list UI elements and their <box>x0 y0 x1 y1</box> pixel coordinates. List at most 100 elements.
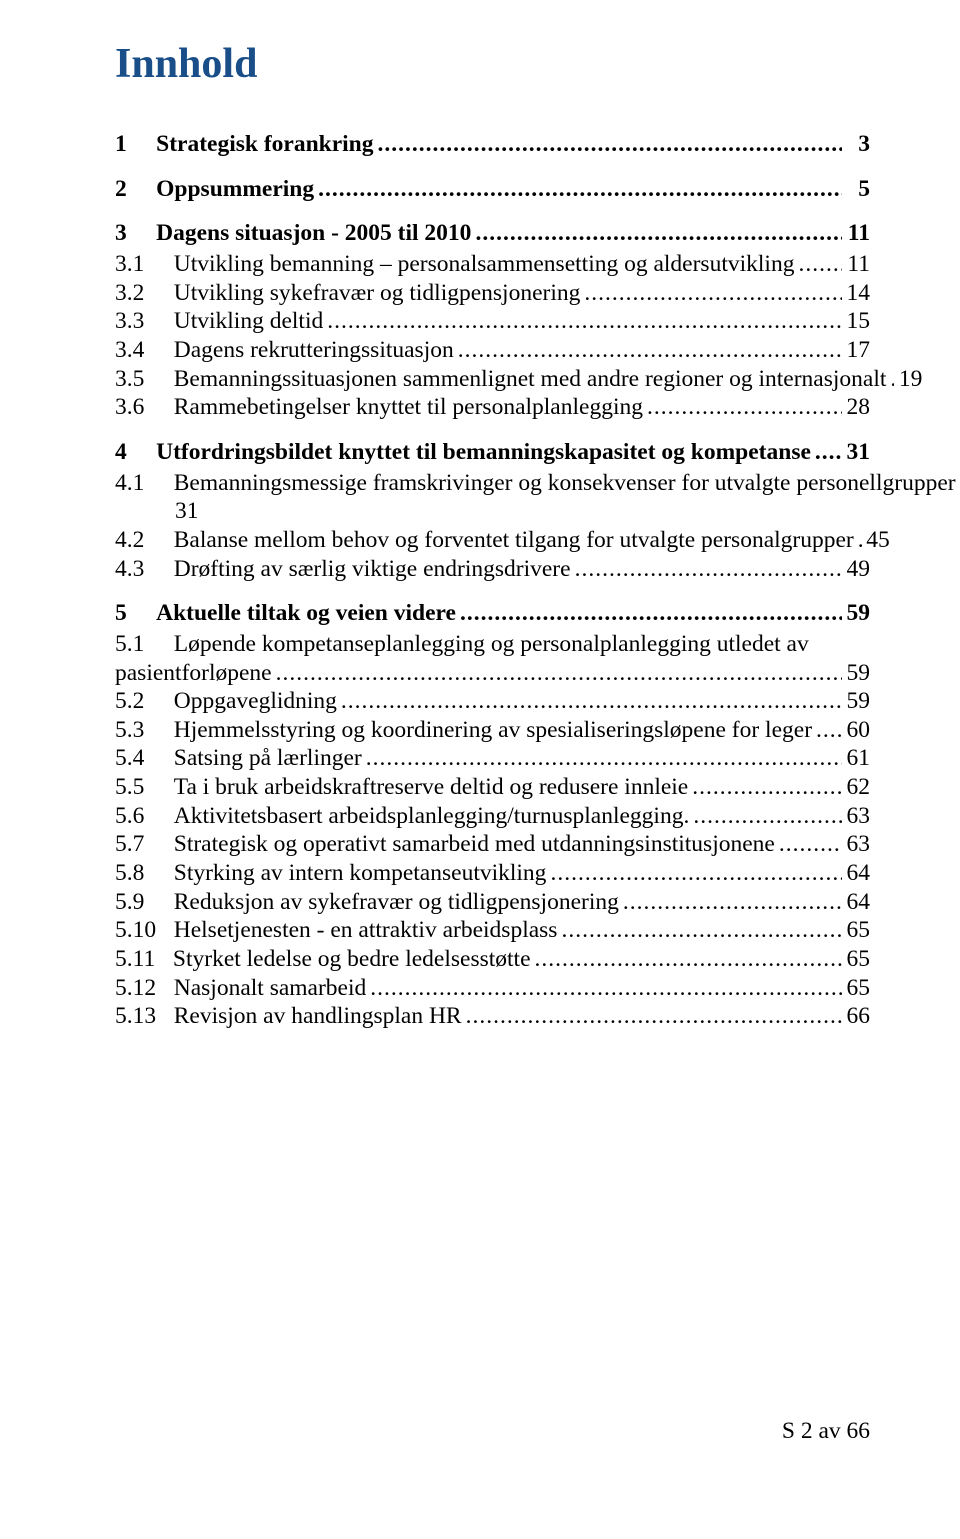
toc-entry: 4.3 Drøfting av særlig viktige endringsd… <box>115 555 870 584</box>
toc-entry: 5.5 Ta i bruk arbeidskraftreserve deltid… <box>115 773 870 802</box>
toc-leader <box>580 279 842 308</box>
toc-page: 61 <box>842 744 870 773</box>
toc-leader <box>366 974 842 1003</box>
toc-entry: 3.2 Utvikling sykefravær og tidligpensjo… <box>115 279 870 308</box>
toc-page: 28 <box>842 393 870 422</box>
toc-leader <box>619 888 842 917</box>
toc-text: Styrket ledelse og bedre ledelsesstøtte <box>173 945 531 974</box>
toc-text: Oppsummering <box>156 175 314 204</box>
toc-entry: 3 Dagens situasjon - 2005 til 201011 <box>115 219 870 248</box>
toc-leader <box>643 393 842 422</box>
toc-text: Aktuelle tiltak og veien videre <box>156 599 456 628</box>
toc-entry: 2 Oppsummering 5 <box>115 175 870 204</box>
toc-text: Bemanningssituasjonen sammenlignet med a… <box>174 365 887 394</box>
toc-text: Strategisk og operativt samarbeid med ut… <box>174 830 775 859</box>
toc-entry: 4.1 Bemanningsmessige framskrivinger og … <box>115 469 870 498</box>
toc-page: 49 <box>842 555 870 584</box>
toc-page: 65 <box>842 974 870 1003</box>
toc-leader <box>456 599 842 628</box>
toc-text: Styrking av intern kompetanseutvikling <box>174 859 547 888</box>
toc-number: 3.2 <box>115 279 174 308</box>
toc-leader <box>688 773 842 802</box>
toc-leader <box>571 555 842 584</box>
toc-number: 5.7 <box>115 830 174 859</box>
toc-page: 59 <box>842 687 870 716</box>
toc-text: Utvikling sykefravær og tidligpensjoneri… <box>174 279 581 308</box>
toc-number: 5.8 <box>115 859 174 888</box>
toc-number: 5.4 <box>115 744 174 773</box>
toc-page: 19 <box>894 365 922 394</box>
toc-page: 62 <box>842 773 870 802</box>
toc-entry: 5.12 Nasjonalt samarbeid 65 <box>115 974 870 1003</box>
toc-number: 5.13 <box>115 1002 174 1031</box>
toc-number: 5.12 <box>115 974 174 1003</box>
toc-entry: 4.2 Balanse mellom behov og forventet ti… <box>115 526 870 555</box>
toc-number: 5.5 <box>115 773 174 802</box>
toc-leader <box>854 526 862 555</box>
toc-number: 5.11 <box>115 945 173 974</box>
toc-leader <box>775 830 842 859</box>
toc-leader <box>689 802 842 831</box>
toc-text: Hjemmelsstyring og koordinering av spesi… <box>174 716 812 745</box>
toc-text: Dagens rekrutteringssituasjon <box>174 336 454 365</box>
toc-text: Dagens situasjon - 2005 til 2010 <box>156 219 471 248</box>
table-of-contents: 1 Strategisk forankring 3 2 Oppsummering 5 3… <box>115 130 870 1031</box>
toc-page: 64 <box>842 859 870 888</box>
toc-text: Strategisk forankring <box>156 130 373 159</box>
toc-text: Utfordringsbildet knyttet til bemannings… <box>156 438 811 467</box>
toc-leader <box>314 175 842 204</box>
toc-leader <box>462 1002 842 1031</box>
toc-title: Innhold <box>115 40 870 88</box>
toc-text: Utvikling deltid <box>174 307 323 336</box>
toc-entry: 5.3 Hjemmelsstyring og koordinering av s… <box>115 716 870 745</box>
toc-page: 60 <box>842 716 870 745</box>
toc-text: Aktivitetsbasert arbeidsplanlegging/turn… <box>174 802 690 831</box>
toc-page: 11 <box>842 219 870 248</box>
toc-leader <box>374 130 843 159</box>
toc-leader <box>557 916 842 945</box>
page: Innhold 1 Strategisk forankring 3 2 Oppsum… <box>0 0 960 1539</box>
toc-text: Bemanningsmessige framskrivinger og kons… <box>174 469 956 498</box>
toc-leader <box>812 716 842 745</box>
toc-text: Løpende kompetanseplanlegging og persona… <box>174 630 809 659</box>
toc-number: 5.3 <box>115 716 174 745</box>
page-footer: S 2 av 66 <box>782 1418 870 1445</box>
toc-page: 15 <box>842 307 870 336</box>
toc-number: 2 <box>115 175 156 204</box>
toc-page: 5 <box>842 175 870 204</box>
toc-text: pasientforløpene <box>115 659 272 688</box>
toc-entry: 3.4 Dagens rekrutteringssituasjon17 <box>115 336 870 365</box>
toc-text: Satsing på lærlinger <box>174 744 362 773</box>
toc-leader <box>471 219 842 248</box>
toc-number: 5 <box>115 599 156 628</box>
toc-number: 5.6 <box>115 802 174 831</box>
toc-number: 5.10 <box>115 916 174 945</box>
toc-text: Utvikling bemanning – personalsammensett… <box>174 250 795 279</box>
toc-number: 3.4 <box>115 336 174 365</box>
toc-page: 3 <box>842 130 870 159</box>
toc-entry: 4 Utfordringsbildet knyttet til bemannin… <box>115 438 870 467</box>
toc-number: 3.5 <box>115 365 174 394</box>
toc-text: Balanse mellom behov og forventet tilgan… <box>174 526 854 555</box>
toc-page: 59 <box>842 599 870 628</box>
toc-text: Helsetjenesten - en attraktiv arbeidspla… <box>174 916 558 945</box>
toc-page: 45 <box>862 526 890 555</box>
toc-entry: 5.6 Aktivitetsbasert arbeidsplanlegging/… <box>115 802 870 831</box>
toc-entry: 5.7 Strategisk og operativt samarbeid me… <box>115 830 870 859</box>
toc-entry: 5.10 Helsetjenesten - en attraktiv arbei… <box>115 916 870 945</box>
toc-text: Nasjonalt samarbeid <box>174 974 367 1003</box>
toc-page: 14 <box>842 279 870 308</box>
toc-entry: 5.8 Styrking av intern kompetanseutvikli… <box>115 859 870 888</box>
toc-page: 66 <box>842 1002 870 1031</box>
toc-entry: 5.11 Styrket ledelse og bedre ledelsesst… <box>115 945 870 974</box>
toc-entry: pasientforløpene59 <box>115 659 870 688</box>
toc-page: 64 <box>842 888 870 917</box>
toc-page: 65 <box>842 916 870 945</box>
toc-number: 5.1 <box>115 630 174 659</box>
toc-number: 4.3 <box>115 555 174 584</box>
toc-page: 31 <box>842 438 870 467</box>
toc-leader <box>272 659 842 688</box>
toc-leader <box>362 744 842 773</box>
toc-entry: 5.9 Reduksjon av sykefravær og tidligpen… <box>115 888 870 917</box>
toc-number: 1 <box>115 130 156 159</box>
